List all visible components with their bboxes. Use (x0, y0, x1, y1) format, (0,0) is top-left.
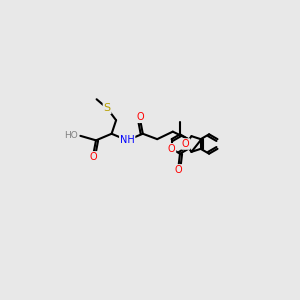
Text: O: O (168, 144, 176, 154)
Text: O: O (175, 165, 182, 175)
Text: O: O (136, 112, 144, 122)
Text: NH: NH (120, 135, 135, 146)
Text: O: O (182, 139, 190, 149)
Text: O: O (90, 152, 98, 162)
Text: HO: HO (64, 131, 78, 140)
Text: S: S (103, 103, 111, 113)
